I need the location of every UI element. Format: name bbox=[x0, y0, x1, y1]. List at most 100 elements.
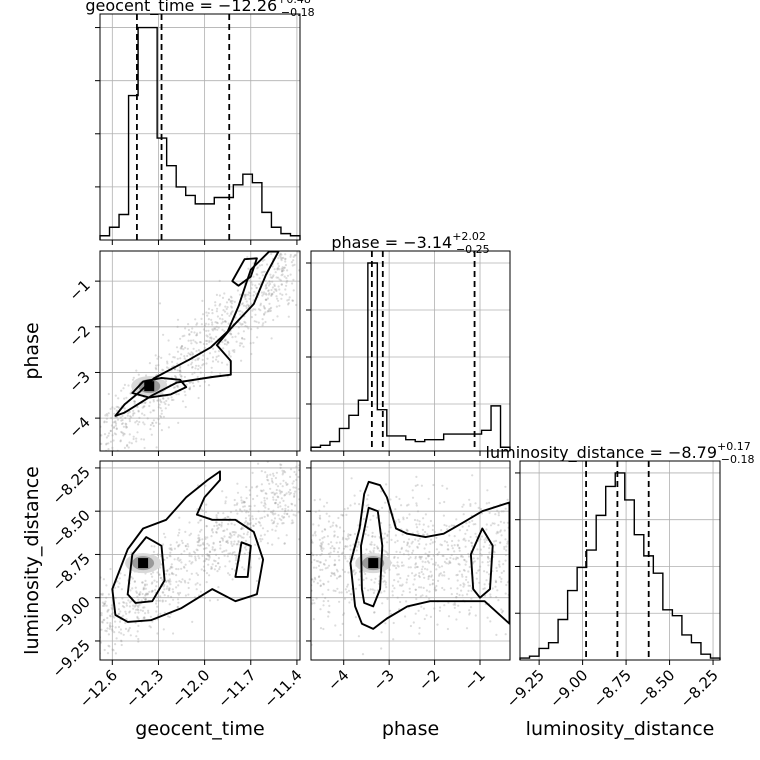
sample-point bbox=[162, 585, 165, 588]
sample-point bbox=[420, 568, 424, 571]
sample-point bbox=[107, 434, 110, 437]
sample-point bbox=[231, 567, 234, 571]
sample-point bbox=[136, 616, 139, 620]
sample-point bbox=[133, 605, 136, 608]
sample-point bbox=[171, 588, 174, 591]
sample-point bbox=[419, 556, 423, 559]
sample-point bbox=[159, 612, 162, 615]
sample-point bbox=[291, 299, 294, 302]
sample-point bbox=[152, 419, 155, 422]
sample-point bbox=[307, 259, 309, 261]
sample-point bbox=[180, 581, 183, 584]
sample-point bbox=[322, 627, 325, 631]
sample-point bbox=[236, 502, 239, 505]
sample-point bbox=[427, 555, 430, 558]
sample-point bbox=[431, 524, 435, 527]
sample-point bbox=[386, 552, 389, 555]
sample-point bbox=[141, 609, 144, 613]
sample-point bbox=[499, 529, 502, 532]
sample-point bbox=[116, 405, 120, 409]
sample-point bbox=[165, 399, 168, 402]
sample-point bbox=[143, 405, 146, 408]
sample-point bbox=[159, 599, 162, 602]
sample-point bbox=[144, 598, 147, 601]
sample-point bbox=[207, 307, 211, 310]
contour-line bbox=[131, 376, 188, 399]
sample-point bbox=[430, 575, 433, 578]
sample-point bbox=[331, 545, 334, 548]
sample-point bbox=[333, 564, 336, 567]
sample-point bbox=[319, 608, 322, 611]
sample-point bbox=[179, 591, 182, 595]
sample-point bbox=[130, 575, 133, 579]
sample-point bbox=[266, 514, 269, 518]
sample-point bbox=[182, 348, 185, 351]
sample-point bbox=[123, 397, 126, 400]
sample-point bbox=[261, 324, 264, 327]
tick-label-y: −2 bbox=[65, 322, 93, 350]
sample-point bbox=[120, 640, 123, 643]
sample-point bbox=[159, 595, 162, 598]
sample-point bbox=[226, 340, 229, 343]
sample-point bbox=[160, 576, 163, 579]
tick-label-x: −12.3 bbox=[122, 666, 167, 711]
sample-point bbox=[286, 299, 289, 302]
sample-point bbox=[215, 358, 218, 361]
sample-point bbox=[152, 571, 155, 574]
sample-point bbox=[128, 418, 131, 421]
sample-point bbox=[300, 493, 302, 495]
sample-point bbox=[319, 584, 322, 587]
sample-point bbox=[293, 494, 296, 497]
sample-point bbox=[178, 580, 181, 583]
sample-point bbox=[145, 592, 148, 595]
sample-point bbox=[218, 566, 221, 569]
sample-point bbox=[280, 269, 283, 272]
sample-point bbox=[187, 581, 190, 585]
sample-point bbox=[199, 583, 202, 586]
sample-point bbox=[254, 284, 257, 287]
sample-point bbox=[190, 330, 193, 334]
sample-point bbox=[495, 566, 498, 570]
sample-point bbox=[142, 421, 145, 424]
sample-point bbox=[120, 643, 123, 647]
sample-point bbox=[188, 521, 191, 524]
sample-point bbox=[286, 274, 290, 277]
sample-point bbox=[178, 369, 181, 372]
sample-point bbox=[208, 341, 211, 344]
sample-point bbox=[142, 588, 145, 591]
sample-point bbox=[286, 269, 289, 272]
sample-point bbox=[101, 601, 104, 604]
sample-point bbox=[271, 481, 274, 484]
sample-point bbox=[97, 630, 99, 632]
sample-point bbox=[173, 558, 176, 561]
sample-point bbox=[198, 519, 202, 522]
sample-point bbox=[337, 516, 340, 520]
sample-point bbox=[488, 547, 491, 550]
sample-point bbox=[401, 583, 404, 586]
sample-point bbox=[342, 514, 345, 517]
sample-point bbox=[229, 332, 233, 335]
sample-point bbox=[494, 544, 497, 547]
sample-point bbox=[480, 535, 484, 538]
sample-point bbox=[105, 413, 108, 416]
sample-point bbox=[284, 507, 287, 510]
sample-point bbox=[323, 563, 326, 566]
sample-point bbox=[192, 550, 196, 553]
sample-point bbox=[286, 483, 289, 486]
sample-point bbox=[275, 488, 278, 492]
axis-label-y: phase bbox=[21, 322, 43, 379]
sample-point bbox=[471, 519, 474, 523]
sample-point bbox=[301, 260, 303, 262]
sample-point bbox=[254, 543, 257, 546]
sample-point bbox=[215, 553, 218, 557]
sample-point bbox=[206, 314, 209, 317]
sample-point bbox=[396, 564, 399, 567]
sample-point bbox=[200, 568, 203, 571]
sample-point bbox=[204, 537, 207, 541]
sample-point bbox=[200, 323, 203, 326]
sample-point bbox=[443, 540, 446, 543]
sample-point bbox=[315, 560, 318, 563]
sample-point bbox=[120, 639, 123, 642]
sample-point bbox=[204, 536, 207, 539]
sample-point bbox=[175, 567, 178, 571]
